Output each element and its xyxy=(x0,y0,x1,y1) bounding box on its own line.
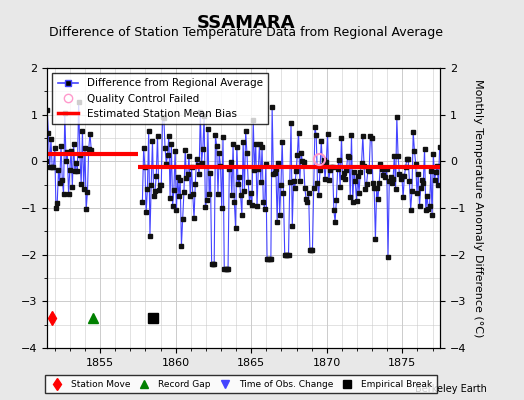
Legend: Difference from Regional Average, Quality Control Failed, Estimated Station Mean: Difference from Regional Average, Qualit… xyxy=(52,73,268,124)
Text: SSAMARA: SSAMARA xyxy=(197,14,296,32)
Text: Berkeley Earth: Berkeley Earth xyxy=(416,384,487,394)
Y-axis label: Monthly Temperature Anomaly Difference (°C): Monthly Temperature Anomaly Difference (… xyxy=(473,79,483,337)
Text: Difference of Station Temperature Data from Regional Average: Difference of Station Temperature Data f… xyxy=(49,26,443,39)
Legend: Station Move, Record Gap, Time of Obs. Change, Empirical Break: Station Move, Record Gap, Time of Obs. C… xyxy=(46,376,436,394)
